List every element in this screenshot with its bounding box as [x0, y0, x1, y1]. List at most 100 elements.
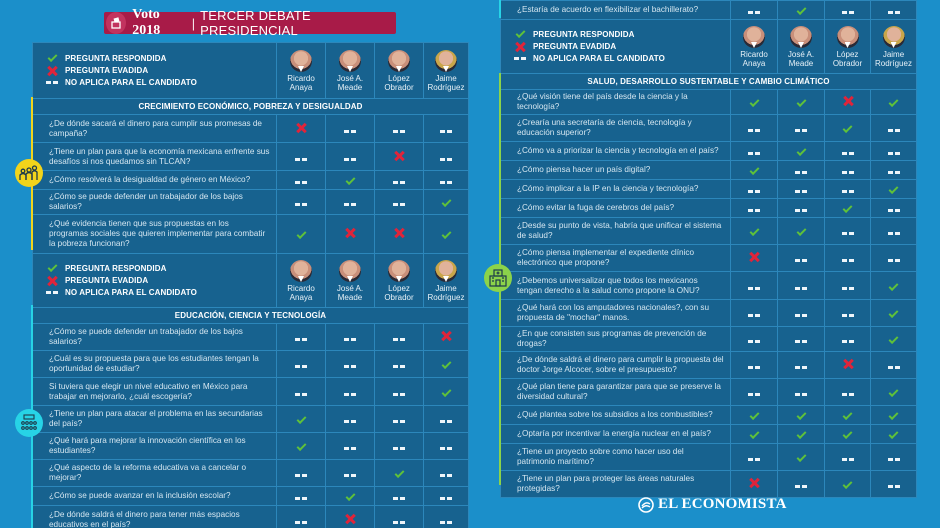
dash-icon [295, 365, 307, 368]
answer-cell [325, 405, 375, 433]
dash-icon [440, 129, 452, 133]
check-icon [888, 387, 899, 398]
check-icon [796, 5, 806, 16]
dash-icon [344, 474, 356, 477]
dash-icon [841, 171, 854, 174]
answer-cell [777, 378, 825, 406]
dash-icon [887, 209, 900, 212]
legend: PREGUNTA RESPONDIDA PREGUNTA EVADIDA NO … [32, 42, 277, 99]
check-icon [441, 197, 451, 208]
answer-cell [777, 244, 825, 272]
dash-icon [514, 57, 526, 60]
dash-icon [748, 11, 760, 14]
table-row: ¿De dónde saldrá el dinero para cumplir … [500, 351, 917, 379]
answer-cell [870, 160, 917, 180]
answer-cell [374, 214, 424, 254]
check-icon [296, 229, 306, 240]
table-row: ¿Qué plan tiene para garantizar para que… [500, 378, 917, 406]
legend-header-row: PREGUNTA RESPONDIDA PREGUNTA EVADIDA NO … [32, 42, 469, 99]
dash-icon [344, 365, 356, 368]
dash-icon [440, 474, 452, 477]
right-panel: ¿Estaría de acuerdo en flexibilizar el b… [500, 0, 917, 498]
cross-icon [47, 276, 57, 286]
answer-cell [777, 424, 825, 444]
answer-cell [824, 89, 871, 115]
dash-icon [887, 485, 900, 488]
table-row: ¿Desde su punto de vista, habría que uni… [500, 217, 917, 245]
dash-icon [841, 393, 854, 396]
table-row: ¿Estaría de acuerdo en flexibilizar el b… [500, 0, 917, 20]
question-text: ¿De dónde saldrá el dinero para tener má… [32, 505, 277, 528]
education-table: PREGUNTA RESPONDIDA PREGUNTA EVADIDA NO … [32, 253, 469, 528]
answer-cell [777, 179, 825, 199]
avatar [435, 260, 457, 282]
dash-icon [841, 232, 854, 235]
dash-icon [440, 447, 452, 450]
table-row: ¿Cómo implicar a la IP en la ciencia y t… [500, 179, 917, 199]
check-icon [296, 441, 306, 452]
dash-icon [393, 392, 405, 396]
answer-cell [824, 470, 871, 498]
candidate-meade: José A. Meade [777, 19, 825, 74]
title-bar: Voto 2018 | TERCER DEBATE PRESIDENCIAL [104, 7, 396, 38]
answer-cell [824, 299, 871, 327]
answer-cell [777, 217, 825, 245]
table-row: ¿Tiene un plan para proteger las áreas n… [500, 470, 917, 498]
dash-icon [344, 392, 356, 396]
question-text: ¿De dónde saldrá el dinero para cumplir … [500, 351, 731, 379]
answer-cell [824, 326, 871, 352]
answer-cell [423, 432, 469, 460]
avatar [339, 260, 361, 282]
answer-cell [730, 141, 778, 161]
question-text: ¿Cómo implicar a la IP en la ciencia y t… [500, 179, 731, 199]
dash-icon [748, 458, 760, 461]
dash-icon [393, 447, 405, 450]
dash-icon [841, 286, 854, 290]
answer-cell [824, 405, 871, 425]
table-row: ¿Cómo resolverá la desigualdad de género… [32, 170, 469, 190]
dash-icon [887, 152, 900, 155]
answer-cell [423, 486, 469, 506]
dash-icon [46, 81, 58, 84]
avatar [388, 50, 410, 72]
dash-icon [393, 365, 405, 368]
candidate-meade: José A. Meade [325, 253, 375, 308]
check-icon [796, 410, 806, 421]
answer-cell [730, 470, 778, 498]
dash-icon [795, 485, 807, 488]
dash-icon [748, 129, 760, 132]
dash-icon [887, 458, 900, 461]
dash-icon [795, 286, 807, 290]
check-icon [888, 429, 899, 440]
question-text: ¿Cómo piensa implementar el expediente c… [500, 244, 731, 272]
check-icon [47, 52, 57, 63]
dash-icon [393, 203, 405, 206]
cross-icon [843, 96, 853, 106]
answer-cell [325, 170, 375, 190]
avatar [882, 26, 905, 48]
dash-icon [344, 157, 356, 161]
answer-cell [824, 217, 871, 245]
avatar [339, 50, 361, 72]
question-text: ¿Cómo se puede defender un trabajador de… [32, 323, 277, 351]
dash-icon [295, 392, 307, 396]
el-economista-logo[interactable]: EL ECONOMISTA [638, 496, 787, 513]
dash-icon [795, 314, 807, 317]
dash-icon [295, 474, 307, 477]
dash-icon [440, 157, 452, 161]
candidate-anaya: Ricardo Anaya [276, 42, 326, 99]
dash-icon [841, 458, 854, 461]
question-text: ¿En que consisten sus programas de preve… [500, 326, 731, 352]
answer-cell [870, 198, 917, 218]
answer-cell [870, 424, 917, 444]
question-text: ¿Cómo se puede defender un trabajador de… [32, 189, 277, 215]
answer-cell [777, 443, 825, 471]
answer-cell [730, 378, 778, 406]
check-icon [842, 429, 853, 440]
answer-cell [777, 141, 825, 161]
table-row: ¿Qué aspecto de la reforma educativa va … [32, 459, 469, 487]
dash-icon [795, 209, 807, 212]
answer-cell [870, 326, 917, 352]
answer-cell [777, 160, 825, 180]
el-economista-globe-icon [638, 496, 654, 513]
